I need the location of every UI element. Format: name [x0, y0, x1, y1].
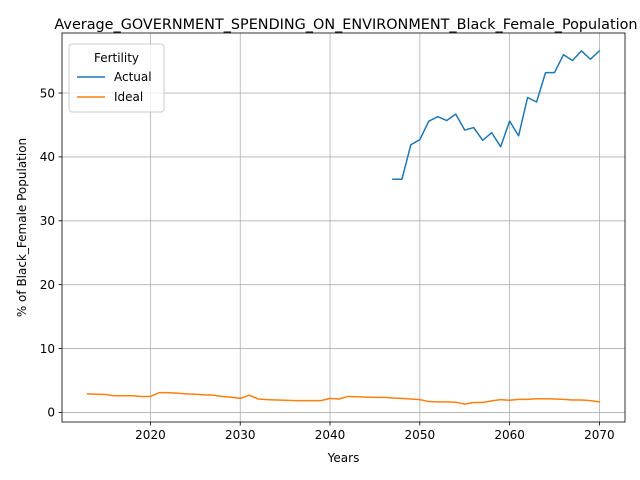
- x-axis-label: Years: [327, 451, 360, 465]
- y-tick-label: 30: [40, 214, 55, 228]
- series-line-ideal: [86, 391, 601, 405]
- y-tick-label: 0: [47, 406, 55, 420]
- y-tick-label: 40: [40, 150, 55, 164]
- series-layer: [86, 49, 601, 405]
- legend-title: Fertility: [94, 51, 139, 65]
- legend-label-actual: Actual: [114, 70, 152, 84]
- chart-title: Average_GOVERNMENT_SPENDING_ON_ENVIRONME…: [54, 17, 637, 33]
- y-tick-label: 50: [40, 86, 55, 100]
- x-tick-label: 2060: [494, 428, 525, 442]
- y-tick-label: 20: [40, 278, 55, 292]
- legend-label-ideal: Ideal: [114, 90, 143, 104]
- plot-frame: [61, 32, 626, 423]
- legend: Fertility Actual Ideal: [68, 43, 165, 113]
- x-tick-label: 2070: [584, 428, 615, 442]
- x-tick-label: 2050: [405, 428, 436, 442]
- legend-box: [68, 43, 165, 113]
- y-tick-label: 10: [40, 342, 55, 356]
- x-tick-label: 2020: [135, 428, 166, 442]
- series-line-actual: [392, 49, 601, 181]
- x-tick-label: 2040: [315, 428, 346, 442]
- x-tick-label: 2030: [225, 428, 256, 442]
- y-axis-label: % of Black_Female Population: [15, 138, 29, 317]
